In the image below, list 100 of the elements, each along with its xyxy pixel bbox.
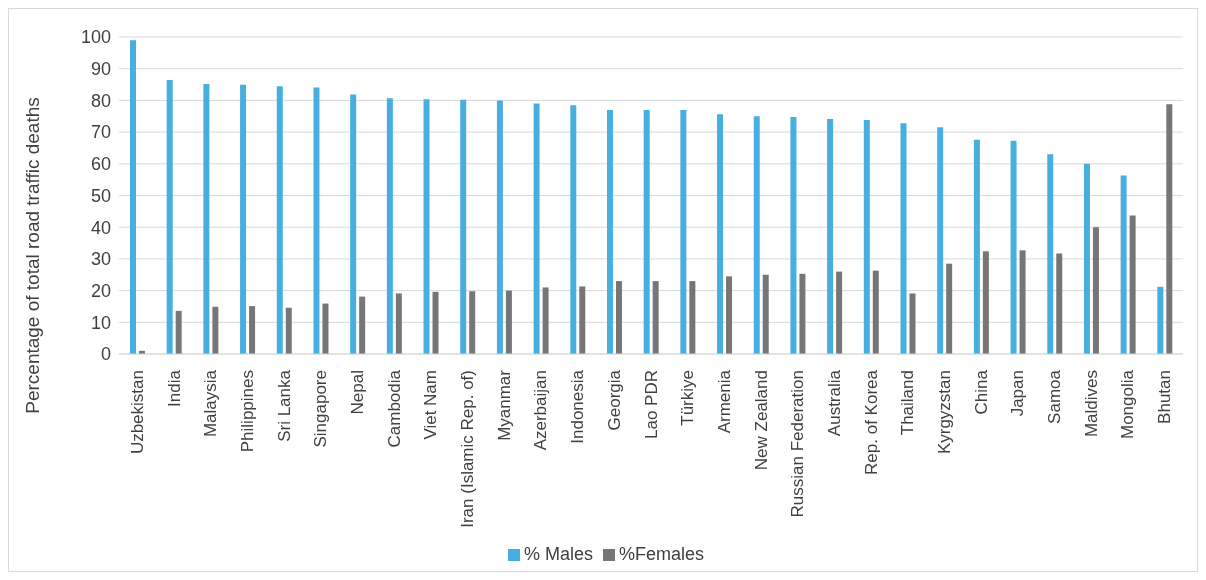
x-tick-label: Indonesia: [568, 369, 588, 444]
y-tick-label: 30: [90, 249, 111, 270]
bar: [1010, 140, 1017, 354]
x-tick-label: Singapore: [311, 370, 331, 448]
y-tick-label: 90: [90, 59, 111, 80]
x-tick-label: Thailand: [898, 370, 918, 436]
bar: [579, 286, 586, 354]
x-tick-label: Armenia: [714, 369, 734, 434]
bar: [863, 120, 870, 354]
x-tick-label: Uzbekistan: [127, 370, 147, 455]
y-tick-label: 40: [90, 217, 111, 238]
bar: [909, 293, 916, 354]
bar: [533, 103, 540, 354]
bar: [799, 273, 806, 354]
x-tick-label: Australia: [824, 369, 844, 437]
bar: [249, 306, 256, 354]
bar: [946, 263, 953, 354]
bar: [872, 270, 879, 354]
x-tick-label: Myanmar: [494, 369, 514, 441]
bar: [717, 114, 724, 354]
bar: [1120, 175, 1127, 354]
x-tick-label: China: [971, 369, 991, 415]
y-axis-title: Percentage of total road traffic deaths: [21, 97, 43, 414]
x-tick-label: Georgia: [604, 369, 624, 431]
bar: [973, 139, 980, 354]
x-tick-label: Azerbaijan: [531, 370, 551, 451]
y-tick-label: 50: [90, 185, 111, 206]
bar: [790, 116, 797, 354]
bar: [285, 307, 292, 354]
bar: [827, 119, 834, 354]
bar: [982, 251, 989, 354]
bar: [350, 94, 357, 354]
x-tick-label: Samoa: [1045, 369, 1065, 424]
bar: [689, 281, 696, 354]
bar: [762, 274, 769, 354]
bar: [836, 271, 843, 354]
bar: [1157, 286, 1164, 354]
bar: [240, 84, 247, 354]
bar: [359, 296, 366, 354]
x-tick-label: India: [164, 369, 184, 407]
bar: [1019, 250, 1026, 354]
x-tick-label: Lao PDR: [641, 370, 661, 439]
x-tick-label: Maldives: [1081, 370, 1101, 438]
bar: [900, 123, 907, 354]
y-tick-label: 0: [100, 344, 111, 365]
bar: [166, 80, 173, 354]
x-tick-label: Bhutan: [1155, 370, 1175, 424]
bar: [212, 306, 219, 354]
x-tick-label: Philippines: [237, 370, 257, 453]
y-tick-label: 20: [90, 280, 111, 301]
bar: [423, 99, 430, 354]
x-tick-label: Rep. of Korea: [861, 369, 881, 475]
bar: [496, 100, 503, 354]
bar: [937, 127, 944, 354]
bar: [469, 291, 476, 354]
x-tick-label: Türkiye: [678, 370, 698, 426]
legend-label: % Males: [523, 544, 593, 564]
bar: [542, 287, 549, 354]
bar: [1092, 227, 1099, 354]
bar: [395, 293, 402, 354]
y-tick-label: 70: [90, 122, 111, 143]
bar: [1047, 154, 1054, 354]
bar: [175, 310, 182, 354]
bar: [1166, 104, 1173, 354]
bar: [322, 303, 329, 354]
x-tick-label: Nepal: [347, 370, 367, 415]
bar: [680, 109, 687, 354]
bar: [1129, 215, 1136, 354]
bar: [726, 276, 733, 354]
bar: [1056, 253, 1063, 354]
x-tick-label: Kyrgyzstan: [935, 370, 955, 455]
bar: [386, 98, 393, 354]
x-tick-label: New Zealand: [751, 370, 771, 471]
x-tick-label: Mongolia: [1118, 369, 1138, 439]
x-tick-label: Cambodia: [384, 369, 404, 448]
bar: [505, 290, 512, 354]
bar: [652, 281, 659, 354]
bar: [460, 99, 467, 354]
bar: [570, 105, 577, 354]
bar: [130, 40, 137, 354]
y-tick-label: 10: [90, 312, 111, 333]
legend-label: %Females: [619, 544, 705, 564]
x-tick-label: Iran (Islamic Rep. of): [458, 370, 478, 528]
y-tick-label: 80: [90, 90, 111, 111]
x-tick-label: Russian Federation: [788, 370, 808, 518]
y-tick-label: 60: [90, 154, 111, 175]
bar: [606, 109, 613, 354]
bar: [313, 87, 320, 354]
x-tick-label: Malaysia: [201, 369, 221, 438]
bar: [643, 109, 650, 354]
y-tick-label: 100: [80, 27, 111, 48]
bar: [203, 83, 210, 354]
x-tick-label: Japan: [1008, 370, 1028, 417]
x-tick-label: Sri Lanka: [274, 369, 294, 442]
bar: [753, 116, 760, 354]
bar: [615, 281, 622, 354]
bar: [432, 291, 439, 354]
bar: [276, 86, 283, 354]
bar: [1083, 163, 1090, 354]
x-tick-label: Viet Nam: [421, 370, 441, 440]
